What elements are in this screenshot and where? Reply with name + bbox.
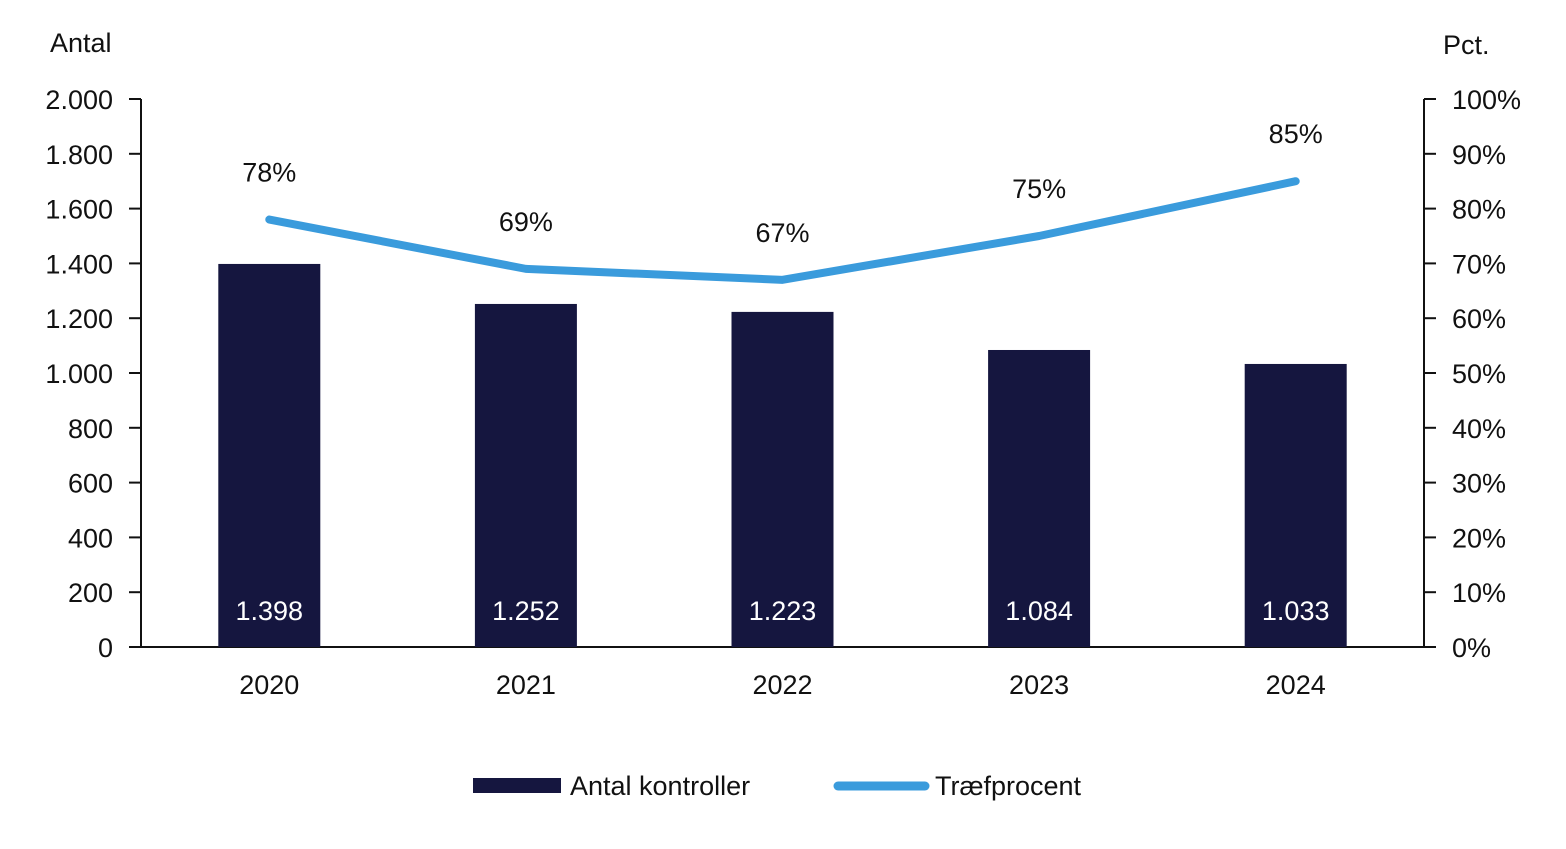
left-axis-tick-label: 800 bbox=[68, 414, 113, 444]
right-axis-tick-label: 60% bbox=[1452, 304, 1506, 334]
left-axis-tick-label: 600 bbox=[68, 469, 113, 499]
right-axis-tick-label: 20% bbox=[1452, 523, 1506, 553]
x-axis-tick-label: 2022 bbox=[752, 670, 812, 700]
bar-data-label: 1.252 bbox=[492, 596, 560, 626]
left-axis-tick-label: 1.400 bbox=[45, 249, 113, 279]
right-axis-tick-label: 30% bbox=[1452, 469, 1506, 499]
left-axis-tick-label: 0 bbox=[98, 633, 113, 663]
left-axis-tick-label: 1.600 bbox=[45, 195, 113, 225]
legend-label-bars: Antal kontroller bbox=[570, 771, 750, 801]
bar-data-label: 1.223 bbox=[749, 596, 817, 626]
line-data-label: 85% bbox=[1269, 119, 1323, 149]
right-axis-tick-label: 10% bbox=[1452, 578, 1506, 608]
bar-data-label: 1.084 bbox=[1005, 596, 1073, 626]
x-axis-tick-label: 2023 bbox=[1009, 670, 1069, 700]
right-axis-title: Pct. bbox=[1443, 30, 1490, 60]
left-axis-tick-label: 2.000 bbox=[45, 85, 113, 115]
right-axis-tick-label: 50% bbox=[1452, 359, 1506, 389]
legend: Antal kontroller Træfprocent bbox=[473, 771, 1082, 801]
bar-data-label: 1.033 bbox=[1262, 596, 1330, 626]
bar-data-label: 1.398 bbox=[236, 596, 304, 626]
line-data-label: 69% bbox=[499, 207, 553, 237]
left-axis-tick-label: 200 bbox=[68, 578, 113, 608]
right-axis-tick-label: 90% bbox=[1452, 140, 1506, 170]
x-axis-tick-label: 2020 bbox=[239, 670, 299, 700]
right-axis-tick-label: 40% bbox=[1452, 414, 1506, 444]
left-axis-tick-label: 400 bbox=[68, 523, 113, 553]
right-axis-tick-label: 70% bbox=[1452, 249, 1506, 279]
left-axis-tick-label: 1.200 bbox=[45, 304, 113, 334]
left-axis-tick-label: 1.800 bbox=[45, 140, 113, 170]
legend-label-line: Træfprocent bbox=[935, 771, 1082, 801]
left-axis-tick-label: 1.000 bbox=[45, 359, 113, 389]
line-data-label: 67% bbox=[755, 218, 809, 248]
legend-swatch-bar bbox=[473, 778, 561, 793]
right-axis-tick-label: 100% bbox=[1452, 85, 1521, 115]
left-axis-title: Antal bbox=[50, 28, 112, 58]
right-axis-tick-label: 0% bbox=[1452, 633, 1491, 663]
line-data-label: 78% bbox=[242, 158, 296, 188]
right-axis-tick-label: 80% bbox=[1452, 195, 1506, 225]
bars-layer bbox=[218, 264, 1346, 647]
x-axis-tick-label: 2024 bbox=[1266, 670, 1326, 700]
line-data-label: 75% bbox=[1012, 174, 1066, 204]
x-axis-tick-label: 2021 bbox=[496, 670, 556, 700]
bar bbox=[218, 264, 320, 647]
